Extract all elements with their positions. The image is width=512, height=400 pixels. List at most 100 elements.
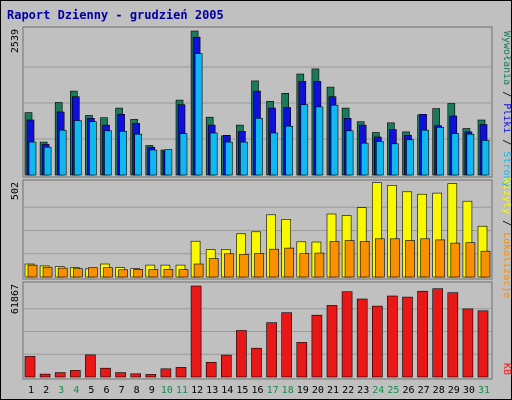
bar-hits-strony-13 [209,132,218,176]
x-tick-label: 21 [327,385,339,396]
legend-wizyty: Wizyty [501,178,511,214]
legend-kb: KB [501,363,511,375]
legend-pliki: Pliki [501,103,511,133]
x-tick-label: 17 [267,385,279,396]
x-tick-label: 6 [103,385,109,396]
bar-kb-kb-25 [387,295,398,378]
x-tick-label: 24 [372,385,384,396]
panel-kb-legend: KB [501,363,511,375]
x-tick-label: 20 [312,385,324,396]
bar-kb-kb-3 [54,372,66,378]
bar-kb-kb-6 [100,367,111,378]
bar-visits-lokalizacje-2 [42,266,53,278]
bar-hits-strony-7 [119,131,127,176]
bar-visits-lokalizacje-12 [193,263,204,278]
x-tick-label: 28 [433,385,445,396]
bar-kb-kb-9 [145,374,157,378]
bar-visits-lokalizacje-14 [224,253,234,278]
panel-visits-legend: Wizyty / Lokalizacje [501,178,511,298]
bar-visits-lokalizacje-29 [450,242,461,278]
bar-hits-strony-25 [391,143,399,176]
bar-visits-lokalizacje-13 [208,258,219,278]
svg-text:Wywołania / Pliki / Strony: Wywołania / Pliki / Strony [501,31,511,188]
panel-visits: 502 [10,179,493,280]
x-tick-label: 11 [176,385,188,396]
bar-hits-strony-2 [43,146,52,176]
x-tick-label: 30 [463,385,475,396]
bar-visits-lokalizacje-27 [420,238,430,278]
x-tick-label: 10 [161,385,173,396]
bar-hits-strony-12 [194,53,203,176]
bar-hits-strony-19 [300,104,309,176]
bar-kb-kb-23 [356,298,368,378]
x-tick-label: 5 [88,385,94,396]
x-tick-label: 7 [119,385,125,396]
x-tick-label: 8 [134,385,140,396]
bar-kb-kb-13 [205,361,217,378]
x-tick-label: 27 [418,385,430,396]
chart-title: Raport Dzienny - grudzień 2005 [7,8,224,22]
bar-kb-kb-2 [39,373,51,378]
bar-kb-kb-22 [341,291,353,378]
bar-hits-strony-5 [89,121,97,176]
bar-hits-strony-1 [28,141,37,176]
bar-kb-kb-26 [402,296,413,378]
bar-kb-kb-16 [251,347,262,378]
x-tick-label: 19 [297,385,309,396]
x-tick-label: 4 [73,385,79,396]
bar-hits-strony-16 [255,118,263,176]
bar-kb-kb-10 [160,368,172,378]
bar-hits-strony-11 [179,133,188,176]
bar-hits-strony-31 [481,140,490,176]
bar-hits-strony-10 [164,149,173,176]
bar-visits-lokalizacje-28 [435,239,446,278]
bar-hits-strony-26 [406,139,414,176]
bar-visits-lokalizacje-1 [27,264,38,278]
bar-hits-strony-9 [149,149,158,176]
bar-kb-kb-30 [462,308,474,378]
bar-visits-lokalizacje-24 [374,238,385,278]
bar-visits-lokalizacje-11 [178,269,189,278]
bar-visits-lokalizacje-10 [163,269,174,278]
bar-visits-lokalizacje-6 [103,267,113,278]
x-tick-label: 12 [191,385,203,396]
bar-hits-strony-3 [58,129,67,176]
bar-visits-lokalizacje-8 [133,269,143,278]
bar-visits-lokalizacje-18 [284,247,295,278]
x-tick-label: 9 [149,385,155,396]
svg-text:Wizyty / Lokalizacje: Wizyty / Lokalizacje [501,178,511,298]
x-tick-label: 3 [58,385,64,396]
bar-kb-kb-24 [371,305,383,378]
bar-hits-strony-30 [466,133,475,176]
bar-hits-strony-23 [360,142,369,176]
bar-kb-kb-28 [432,288,444,378]
bar-kb-kb-14 [221,354,232,378]
x-tick-label: 29 [448,385,460,396]
bar-hits-strony-28 [436,127,445,176]
bar-visits-lokalizacje-4 [73,268,83,278]
bar-kb-kb-7 [115,372,126,378]
bar-visits-lokalizacje-7 [118,269,128,278]
bar-visits-lokalizacje-20 [314,252,325,278]
bar-hits-strony-20 [315,106,324,176]
bar-visits-lokalizacje-5 [88,267,98,278]
bar-visits-lokalizacje-30 [465,242,476,278]
bar-kb-kb-20 [311,314,323,378]
bar-kb-kb-1 [24,356,36,378]
bar-kb-kb-11 [175,367,187,378]
x-tick-label: 1 [28,385,34,396]
panel-visits-bars [24,182,491,278]
bar-visits-lokalizacje-9 [148,269,159,278]
bar-visits-lokalizacje-15 [239,254,249,278]
x-tick-label: 18 [282,385,294,396]
x-tick-label: 16 [251,385,263,396]
legend-wywolania: Wywołania [501,31,511,85]
x-tick-label: 15 [236,385,248,396]
bar-hits-strony-21 [330,104,339,176]
bar-visits-lokalizacje-19 [299,253,310,278]
x-axis-day-labels: 1 2 3 4 5 6 7 8 9 10 11 12 13 14 15 16 17 18 19 20 21 22 23 24 2… [28,385,490,396]
bar-kb-kb-27 [417,290,428,378]
bar-hits-strony-27 [421,129,429,176]
